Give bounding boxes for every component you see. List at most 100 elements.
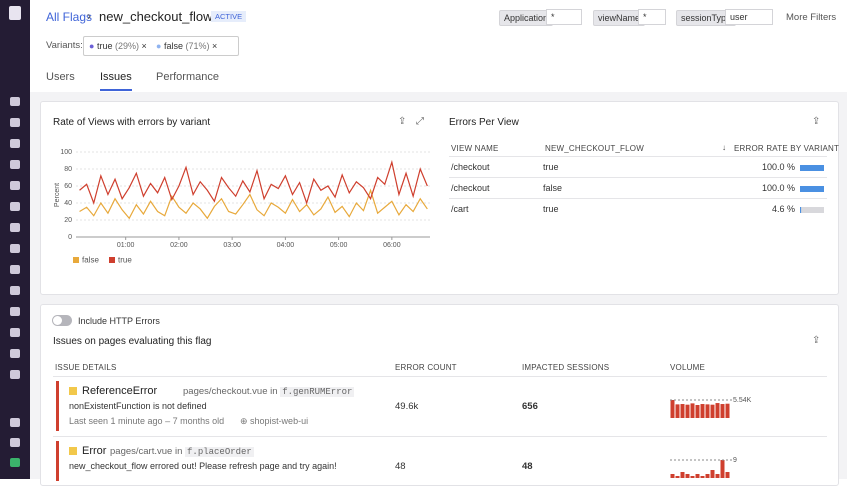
variant-chip[interactable]: ● true (29%) × — [89, 41, 147, 51]
volume-max-label: 5.54K — [733, 397, 752, 404]
tab-active[interactable]: Issues — [100, 71, 132, 91]
y-tick-label: 100 — [60, 149, 72, 156]
status-badge: ACTIVE — [211, 11, 247, 22]
x-tick-label: 04:00 — [277, 242, 295, 249]
view-name: /cart — [451, 204, 469, 214]
nav-icon[interactable] — [10, 349, 20, 358]
y-tick-label: 40 — [64, 200, 72, 207]
nav-icon[interactable] — [10, 418, 20, 427]
volume-bar — [725, 403, 730, 418]
nav-icon[interactable] — [10, 181, 20, 190]
nav-icon[interactable] — [10, 328, 20, 337]
variant: false — [543, 183, 563, 193]
nav-icon[interactable] — [10, 307, 20, 316]
issue-location: pages/checkout.vue in f.genRUMError — [183, 386, 355, 397]
nav-icon[interactable] — [10, 286, 20, 295]
volume-bar — [705, 404, 710, 418]
volume-bar — [700, 404, 705, 418]
error-count: 49.6k — [395, 401, 419, 412]
rate-bar — [800, 186, 824, 192]
impacted-sessions: 656 — [522, 401, 538, 412]
error-rate: 100.0 % — [761, 183, 795, 193]
nav-icon[interactable] — [10, 244, 20, 253]
nav-icon[interactable] — [10, 370, 20, 379]
column-header: ERROR COUNT — [395, 363, 457, 372]
logo[interactable] — [9, 6, 21, 20]
volume-bar — [685, 474, 690, 478]
x-tick-label: 05:00 — [330, 242, 348, 249]
nav-icon[interactable] — [10, 139, 20, 148]
volume-bar — [700, 476, 705, 478]
expand-icon[interactable]: ⤢ — [416, 116, 424, 127]
nav-icon[interactable] — [10, 202, 20, 211]
toggle[interactable] — [52, 315, 72, 326]
issue-page: pages/checkout.vue — [183, 386, 268, 397]
section-title: Issues on pages evaluating this flag — [53, 336, 212, 347]
row-divider — [449, 177, 827, 178]
sort-icon[interactable]: ↓ — [722, 143, 727, 152]
nav-icon[interactable] — [10, 223, 20, 232]
nav-icon[interactable] — [10, 265, 20, 274]
y-tick-label: 20 — [64, 217, 72, 224]
issue-function: f.placeOrder — [185, 447, 254, 457]
issue-function: f.genRUMError — [280, 387, 355, 397]
card — [40, 304, 839, 486]
filter-value[interactable]: * — [546, 9, 582, 25]
export-icon[interactable]: ⇪ — [398, 116, 407, 127]
y-axis-label: Percent — [54, 183, 61, 207]
variant-name: true — [96, 41, 113, 51]
nav-icon[interactable] — [10, 160, 20, 169]
variant: true — [543, 204, 559, 214]
tab[interactable]: Users — [46, 71, 75, 83]
nav-icon[interactable] — [10, 118, 20, 127]
nav-icon[interactable] — [10, 438, 20, 447]
breadcrumb-separator: › — [87, 9, 91, 23]
issue-in: in — [174, 446, 183, 457]
chart-title: Rate of Views with errors by variant — [53, 117, 211, 128]
volume-bar — [705, 474, 710, 478]
row-divider — [449, 156, 827, 157]
severity-bar — [56, 441, 59, 481]
issue-icon — [69, 447, 77, 455]
volume-bar — [685, 404, 690, 418]
rate-track — [800, 207, 824, 213]
column-header[interactable]: ERROR RATE BY VARIANT — [734, 144, 840, 153]
export-icon[interactable]: ⇪ — [812, 116, 821, 127]
volume-bar — [680, 472, 685, 478]
column-header: ISSUE DETAILS — [55, 363, 117, 372]
row-divider — [53, 436, 827, 437]
line-series — [79, 188, 428, 220]
volume-bar — [720, 404, 725, 418]
nav-icon[interactable] — [10, 97, 20, 106]
more-filters[interactable]: More Filters — [786, 12, 837, 23]
error-count: 48 — [395, 461, 406, 472]
filter-value[interactable]: * — [638, 9, 666, 25]
issue-service[interactable]: ⊕ shopist-web-ui — [240, 416, 309, 426]
filter-value[interactable]: user — [725, 9, 773, 25]
service-name: shopist-web-ui — [250, 416, 309, 426]
variant-share: (29%) — [114, 41, 139, 51]
volume-bar — [695, 474, 700, 478]
rate-bar — [800, 165, 824, 171]
error-rate: 4.6 % — [771, 204, 795, 214]
variant-select[interactable] — [83, 36, 239, 56]
issue-type[interactable]: ReferenceError — [82, 385, 158, 397]
export-icon[interactable]: ⇪ — [812, 335, 821, 346]
volume-bar — [670, 474, 675, 478]
variant: true — [543, 162, 559, 172]
volume-bar — [710, 470, 715, 478]
tab[interactable]: Performance — [156, 71, 219, 83]
variant-chip[interactable]: ● false (71%) × — [156, 41, 218, 51]
issue-seen: Last seen 1 minute ago – 7 months old — [69, 416, 225, 426]
breadcrumb[interactable]: All Flags — [46, 10, 93, 24]
volume-bar — [725, 472, 730, 478]
nav-icon[interactable] — [10, 458, 20, 467]
volume-bar — [720, 460, 725, 478]
volume-bar — [670, 400, 675, 418]
row-divider — [449, 198, 827, 199]
volume-bar — [695, 405, 700, 418]
rate-bar — [800, 207, 802, 213]
issue-type[interactable]: Error — [82, 445, 107, 457]
